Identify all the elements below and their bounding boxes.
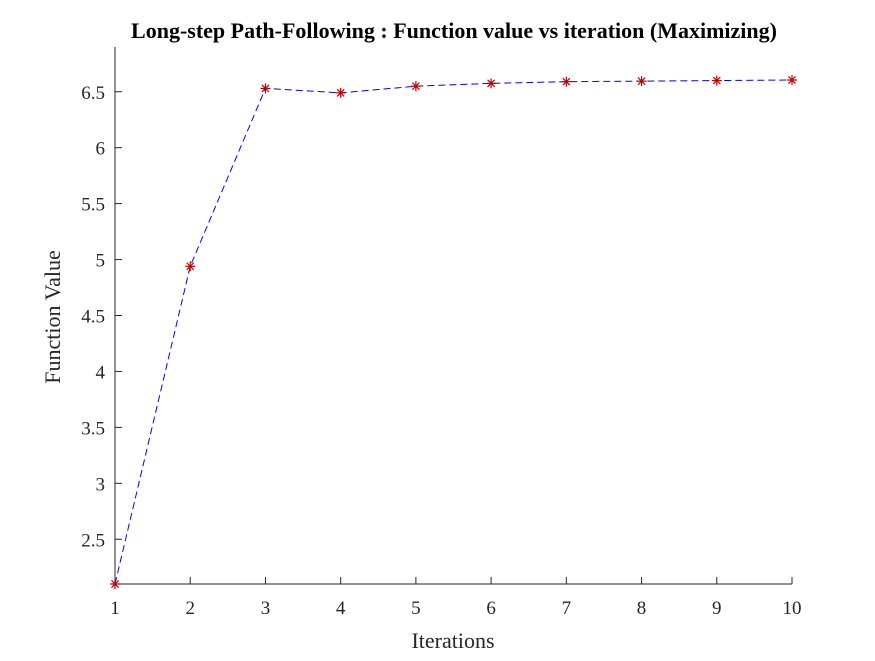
x-tick-label: 3 (261, 598, 271, 619)
y-tick-label: 4.5 (81, 307, 105, 328)
data-point-marker (787, 75, 797, 86)
data-point-marker (410, 81, 421, 92)
y-axis-label: Function Value (40, 250, 65, 383)
x-tick-label: 4 (336, 598, 346, 619)
y-tick-label: 6.5 (81, 83, 105, 104)
data-point-marker (561, 76, 572, 87)
y-tick-label: 3.5 (81, 418, 105, 439)
series-line (114, 79, 793, 585)
axes (114, 47, 792, 585)
x-tick-label: 9 (712, 598, 722, 619)
data-point-marker (185, 261, 196, 272)
x-tick-label: 6 (486, 598, 496, 619)
axis-ticks: 1 2 3 4 5 6 7 8 9 10 2.5 3 3.5 4 4.5 5 5.5 6 6.5 (81, 83, 801, 619)
x-tick-label: 8 (637, 598, 647, 619)
x-tick-label: 1 (110, 598, 120, 619)
y-tick-label: 2.5 (81, 530, 105, 551)
data-point-marker (636, 76, 647, 87)
x-tick-label: 10 (783, 598, 802, 619)
y-tick-label: 5 (96, 251, 106, 272)
data-point-marker (711, 75, 722, 86)
x-tick-label: 2 (185, 598, 195, 619)
y-tick-label: 5.5 (81, 195, 105, 216)
y-tick-label: 6 (96, 139, 106, 160)
data-point-marker (335, 87, 346, 98)
data-point-marker (110, 579, 120, 589)
x-tick-label: 7 (562, 598, 572, 619)
data-series (110, 75, 797, 589)
x-tick-label: 5 (411, 598, 421, 619)
x-axis-label: Iterations (411, 628, 494, 653)
chart-title: Long-step Path-Following : Function valu… (131, 18, 777, 43)
data-point-marker (486, 78, 497, 89)
y-tick-label: 4 (96, 362, 106, 383)
data-point-marker (260, 83, 271, 94)
y-tick-label: 3 (96, 474, 106, 495)
